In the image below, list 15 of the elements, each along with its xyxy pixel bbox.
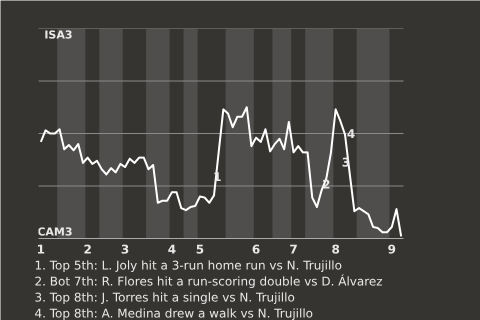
text: 1. Top 5th: L. Joly hit a 3-run home run vs N. Trujillo [34,258,342,272]
annotation: 4 [346,127,356,141]
x-tick-label: 2 [83,242,92,256]
x-tick-label: 8 [331,242,340,256]
x-tick-label: 9 [388,242,396,256]
text: 3. Top 8th: J. Torres hit a single vs N. Trujillo [34,290,295,304]
text: ISA3 [44,28,73,42]
x-tick-label: 1 [36,242,46,256]
x-tick-label: 7 [289,242,298,256]
x-tick-label: 5 [196,242,204,256]
text: 2. Bot 7th: R. Flores hit a run-scoring double vs D. Álvarez [34,274,383,288]
x-tick-label: 3 [120,242,130,256]
x-tick-label: 6 [252,242,260,256]
x-tick-label: 4 [168,242,176,256]
text: 4. Top 8th: A. Medina drew a walk vs N. Trujillo [34,306,314,320]
